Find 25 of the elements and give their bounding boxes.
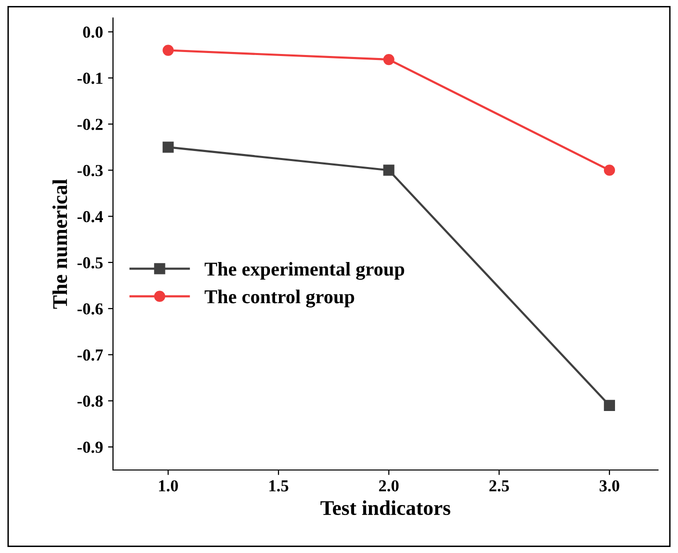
y-tick-label: -0.4 bbox=[78, 211, 103, 222]
y-tick-label: -0.2 bbox=[78, 118, 103, 130]
y-tick-label: -0.8 bbox=[78, 396, 103, 407]
point bbox=[162, 142, 174, 153]
legend-label: The experimental group bbox=[204, 262, 404, 280]
x-tick-label: 3.0 bbox=[600, 480, 620, 492]
y-tick-label: 0.0 bbox=[83, 26, 103, 38]
y-tick-label: -0.5 bbox=[78, 257, 103, 268]
y-tick-label: -0.3 bbox=[78, 164, 103, 176]
point bbox=[162, 44, 174, 56]
legend-label: The control group bbox=[204, 290, 354, 308]
point bbox=[383, 164, 394, 176]
y-tick-label: -0.6 bbox=[78, 303, 103, 315]
x-tick-label: 2.0 bbox=[379, 480, 399, 492]
y-tick-label: -0.1 bbox=[78, 72, 102, 84]
x-tick-label: 1.5 bbox=[269, 480, 288, 492]
x-axis-title: Test indicators bbox=[320, 500, 450, 516]
y-tick-label: -0.7 bbox=[78, 349, 103, 361]
point bbox=[383, 54, 394, 66]
y-axis-title: The numerical bbox=[52, 179, 68, 309]
x-tick-label: 2.5 bbox=[489, 480, 509, 492]
point bbox=[604, 164, 616, 176]
point bbox=[604, 400, 616, 411]
y-tick-label: -0.9 bbox=[78, 442, 103, 453]
x-tick-label: 1.0 bbox=[159, 480, 178, 492]
